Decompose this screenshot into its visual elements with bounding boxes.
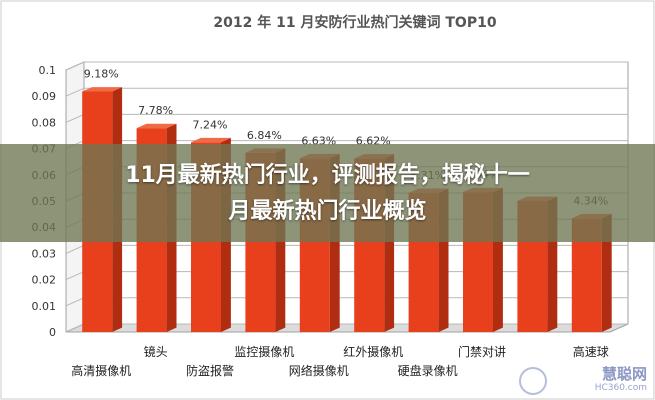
headline-banner [0,144,655,242]
y-tick-label: 0.01 [32,300,57,313]
chart-title: 2012 年 11 月安防行业热门关键词 TOP10 [213,14,496,31]
bar-top [136,123,177,129]
data-label: 9.18% [84,67,119,80]
x-tick-label: 网络摄像机 [289,363,349,378]
y-tick-label: 0.03 [32,247,57,260]
headline-line-2: 月最新热门行业概览 [228,199,427,224]
y-tick-label: 0.09 [32,90,57,103]
bar-top [191,137,231,143]
watermark-url: HC360.com [594,383,647,393]
headline-line-1: 11月最新热门行业，评测报告，揭秘十一 [125,163,530,188]
y-tick-label: 0.1 [39,64,57,77]
y-tick-label: 0.02 [32,274,57,287]
gridline [65,61,628,71]
data-label: 7.24% [193,118,228,131]
y-tick-label: 0 [49,326,56,339]
x-tick-label: 硬盘录像机 [398,363,458,378]
watermark: 慧聪网 HC360.com [594,365,647,394]
watermark-brand: 慧聪网 [601,365,647,383]
gridline [65,87,628,97]
x-tick-label: 监控摄像机 [234,344,294,359]
x-tick-label: 防盗报警 [186,363,234,378]
bar-side [601,213,612,332]
x-tick-label: 镜头 [144,344,168,359]
y-tick-label: 0.08 [32,116,57,129]
headline-text: 11月最新热门行业，评测报告，揭秘十一 月最新热门行业概览 [0,158,655,230]
x-tick-label: 门禁对讲 [458,344,506,359]
data-label: 7.78% [138,104,173,117]
x-tick-label: 高清摄像机 [71,363,131,378]
x-tick-label: 红外摄像机 [343,344,403,359]
bar-top [82,87,123,92]
watermark-logo-icon [519,367,547,395]
data-label: 6.84% [247,129,282,142]
x-tick-label: 高速球 [573,344,609,359]
